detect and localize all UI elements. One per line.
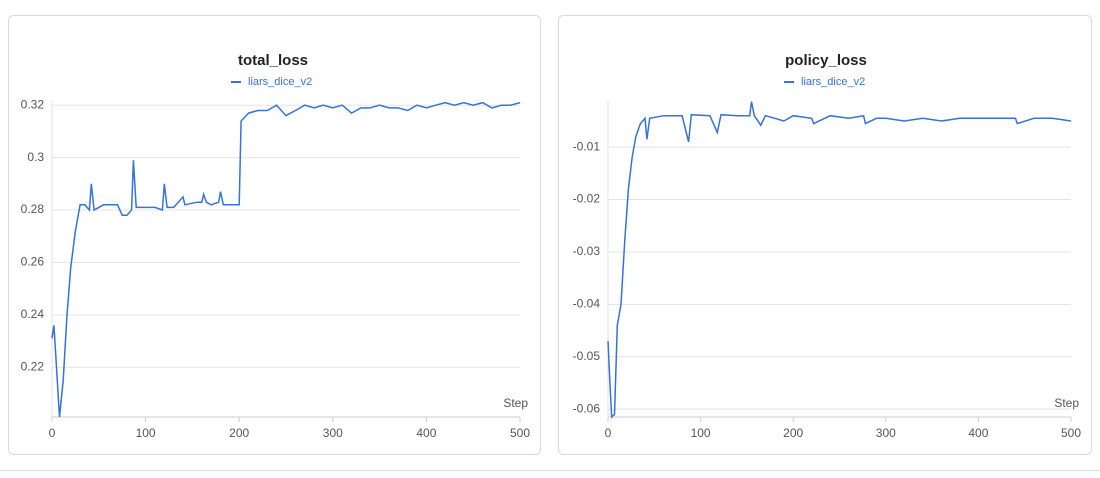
data-line	[607, 101, 1072, 419]
x-tick-label: 0	[49, 426, 56, 440]
y-tick-label: -0.04	[573, 297, 601, 311]
x-tick-label: 400	[968, 426, 988, 440]
x-tick-label: 100	[691, 426, 711, 440]
y-tick-label: 0.32	[21, 97, 45, 111]
y-tick-label: 0.26	[21, 255, 45, 269]
chart-title: total_loss	[238, 52, 308, 69]
x-tick-label: 200	[783, 426, 803, 440]
x-tick-label: 500	[1061, 426, 1081, 440]
x-tick-label: 300	[323, 426, 343, 440]
x-tick-label: 500	[510, 426, 530, 440]
y-tick-label: -0.01	[573, 139, 601, 153]
y-tick-label: -0.03	[573, 244, 601, 258]
y-tick-label: 0.24	[21, 307, 45, 321]
data-line	[51, 101, 521, 418]
x-axis-label: Step	[503, 396, 528, 410]
y-tick-label: 0.28	[21, 202, 45, 216]
x-tick-label: 400	[416, 426, 436, 440]
x-tick-label: 100	[136, 426, 156, 440]
panel	[558, 15, 1092, 455]
y-tick-label: 0.3	[27, 150, 44, 164]
y-tick-label: 0.22	[21, 359, 45, 373]
y-tick-label: -0.05	[573, 349, 601, 363]
y-tick-label: -0.02	[573, 192, 601, 206]
x-tick-label: 300	[876, 426, 896, 440]
chart-title: policy_loss	[785, 52, 867, 69]
panel	[8, 15, 541, 455]
x-tick-label: 200	[229, 426, 249, 440]
x-tick-label: 0	[605, 426, 612, 440]
legend-label: liars_dice_v2	[248, 76, 312, 88]
x-axis-label: Step	[1054, 396, 1079, 410]
y-tick-label: -0.06	[573, 401, 601, 415]
legend-label: liars_dice_v2	[801, 76, 865, 88]
